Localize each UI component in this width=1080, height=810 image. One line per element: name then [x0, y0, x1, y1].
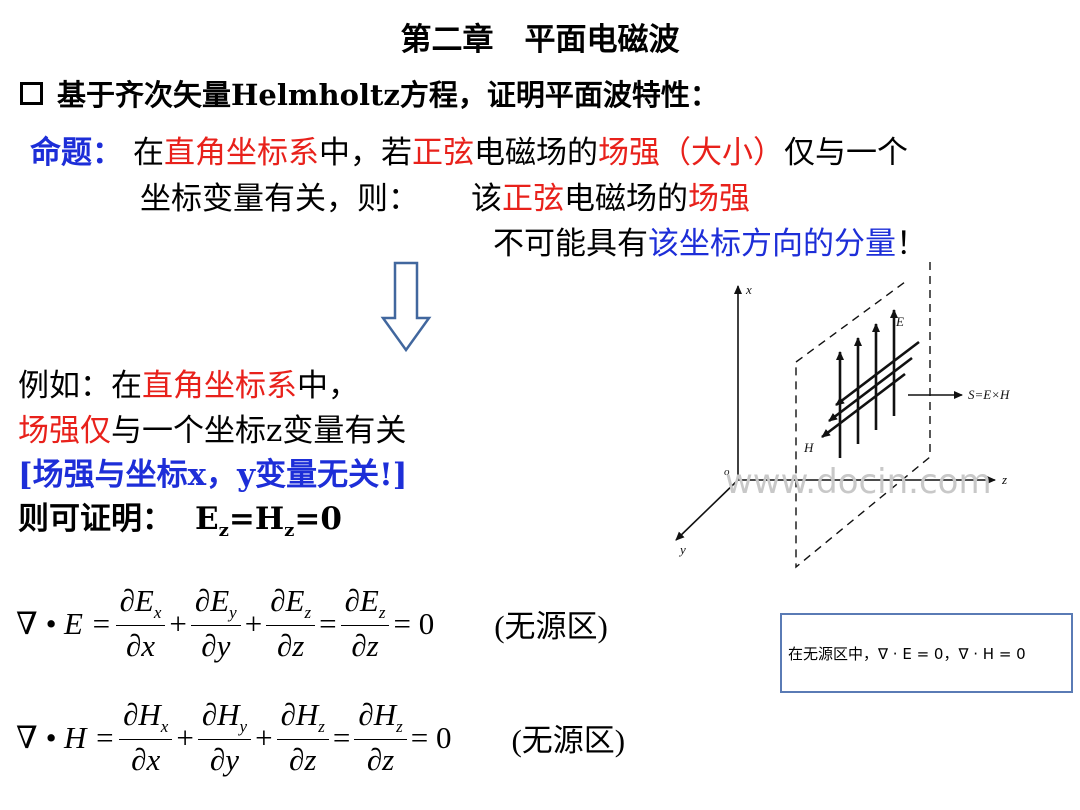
fraction: ∂Ez ∂z	[340, 583, 390, 664]
example-line-4: 则可证明： Ez=Hz=0	[18, 493, 342, 541]
subscript: z	[396, 717, 403, 737]
section-heading: 基于齐次矢量Helmholtz方程，证明平面波特性：	[20, 72, 719, 114]
subscript: z	[218, 520, 229, 542]
fraction: ∂Ey ∂y	[190, 583, 241, 664]
fraction: ∂Hy ∂y	[197, 697, 252, 778]
text: 不可能具有	[493, 226, 648, 262]
equation-rhs: = 0	[410, 719, 452, 755]
numerator: ∂H	[201, 697, 240, 732]
fraction: ∂Hx ∂x	[119, 697, 173, 778]
divergence-e-equation: ∇ • E = ∂Ex ∂x + ∂Ey ∂y + ∂Ez ∂z = ∂Ez ∂z = …	[16, 583, 608, 664]
denominator: ∂y	[209, 742, 239, 778]
numerator: ∂H	[123, 697, 161, 732]
subscript: z	[284, 520, 295, 542]
equals-sign: =	[332, 719, 351, 755]
plus-sign: +	[169, 605, 187, 641]
fraction: ∂Hz ∂z	[276, 697, 329, 778]
text: =0	[294, 501, 342, 537]
fraction: ∂Ex ∂x	[115, 583, 166, 664]
text: =H	[228, 501, 285, 537]
subscript: x	[153, 603, 162, 623]
text: 中，若	[319, 135, 412, 171]
page-title: 第二章 平面电磁波	[400, 22, 680, 58]
fraction: ∂Hz ∂z	[354, 697, 407, 778]
subscript: y	[239, 717, 248, 737]
subscript: y	[229, 603, 237, 623]
denominator: ∂z	[366, 742, 395, 778]
highlight: 场强仅	[18, 413, 111, 449]
numerator: ∂H	[358, 697, 397, 732]
text: 仅与一个	[784, 135, 908, 171]
text: 电磁场的	[474, 135, 598, 171]
numerator: ∂E	[270, 583, 305, 618]
equation-rhs: = 0	[393, 605, 435, 641]
subscript: z	[378, 603, 386, 623]
plus-sign: +	[176, 719, 194, 755]
e-field-label: E	[895, 314, 904, 329]
denominator: ∂z	[289, 742, 317, 778]
text: 则可证明：	[18, 501, 173, 537]
subscript: x	[160, 717, 169, 737]
highlight: 该坐标方向的分量	[648, 226, 896, 262]
proposition-label: 命题：	[30, 135, 123, 171]
denominator: ∂x	[125, 628, 156, 664]
highlight: 直角坐标系	[164, 135, 319, 171]
equals-sign: =	[319, 605, 337, 641]
highlight: 正弦	[502, 181, 564, 217]
source-free-note: (无源区)	[511, 723, 626, 759]
text: 与一个坐标z变量有关	[111, 413, 407, 449]
denominator: ∂y	[201, 628, 231, 664]
numerator: ∂H	[280, 697, 319, 732]
plane-wave-figure: x z y o E H S=E×H	[675, 262, 1010, 569]
highlight: 直角坐标系	[142, 368, 297, 404]
numerator: ∂E	[119, 583, 154, 618]
text: 在	[133, 135, 164, 171]
numerator: ∂E	[344, 583, 379, 618]
proposition-line-3: 不可能具有该坐标方向的分量！	[493, 218, 927, 263]
text: 电磁场的	[564, 181, 688, 217]
text: 中，	[297, 368, 359, 404]
proposition-line-2: 坐标变量有关，则： 该正弦电磁场的场强	[140, 173, 750, 218]
x-axis-label: x	[745, 282, 752, 297]
text: 例如：在	[18, 368, 142, 404]
text: E	[195, 501, 219, 537]
denominator: ∂z	[351, 628, 379, 664]
subscript: z	[304, 603, 312, 623]
fraction: ∂Ez ∂z	[266, 583, 316, 664]
denominator: ∂z	[276, 628, 305, 664]
origin-label: o	[724, 466, 730, 478]
equation-lhs: ∇ • H =	[16, 719, 116, 755]
h-field-label: H	[803, 440, 814, 455]
text: 该	[471, 181, 502, 217]
checkbox-bullet-icon	[20, 81, 43, 105]
plus-sign: +	[255, 719, 273, 755]
denominator: ∂x	[131, 742, 161, 778]
proposition-line-1: 命题： 在直角坐标系中，若正弦电磁场的场强（大小）仅与一个	[30, 127, 908, 172]
plus-sign: +	[244, 605, 263, 641]
source-free-note: (无源区)	[494, 609, 608, 645]
divergence-h-equation: ∇ • H = ∂Hx ∂x + ∂Hy ∂y + ∂Hz ∂z = ∂Hz ∂z = …	[16, 697, 625, 778]
watermark: www.docin.com	[725, 462, 992, 502]
equation-lhs: ∇ • E =	[16, 605, 112, 641]
down-arrow-icon	[380, 261, 432, 353]
text: 坐标变量有关，则：	[140, 181, 419, 217]
highlight: 正弦	[412, 135, 474, 171]
source-free-note-box: 在无源区中，∇ · E = 0，∇ · H = 0	[780, 613, 1073, 693]
poynting-label: S=E×H	[968, 387, 1010, 402]
z-axis-label: z	[1001, 472, 1007, 487]
subscript: z	[318, 717, 325, 737]
highlight: 场强	[688, 181, 750, 217]
highlight: 场强（大小）	[598, 135, 784, 171]
text: ！	[896, 226, 927, 262]
example-line-3: [场强与坐标x，y变量无关!]	[18, 457, 408, 493]
example-line-1: 例如：在直角坐标系中，	[18, 360, 359, 405]
y-axis-label: y	[678, 542, 686, 557]
heading-text: 基于齐次矢量Helmholtz方程，证明平面波特性：	[57, 78, 719, 112]
numerator: ∂E	[194, 583, 230, 618]
example-line-2: 场强仅与一个坐标z变量有关	[18, 405, 406, 450]
